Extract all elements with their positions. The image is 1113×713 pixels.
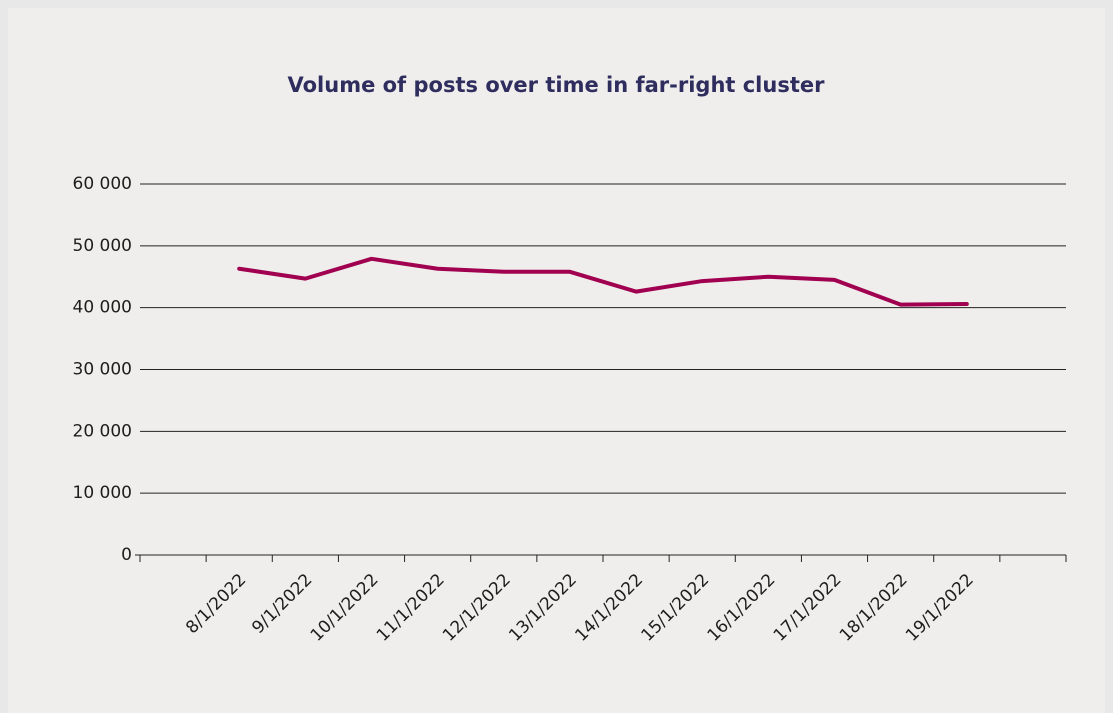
y-tick-label: 10 000 [73,483,132,503]
chart-title: Volume of posts over time in far-right c… [288,73,826,97]
line-series [237,256,969,307]
panel [8,8,1105,713]
y-tick-label: 40 000 [73,298,132,318]
y-tick-label: 0 [121,545,132,565]
y-tick-label: 50 000 [73,236,132,256]
y-tick-label: 30 000 [73,360,132,380]
y-tick-label: 60 000 [73,174,132,194]
y-tick-label: 20 000 [73,421,132,441]
